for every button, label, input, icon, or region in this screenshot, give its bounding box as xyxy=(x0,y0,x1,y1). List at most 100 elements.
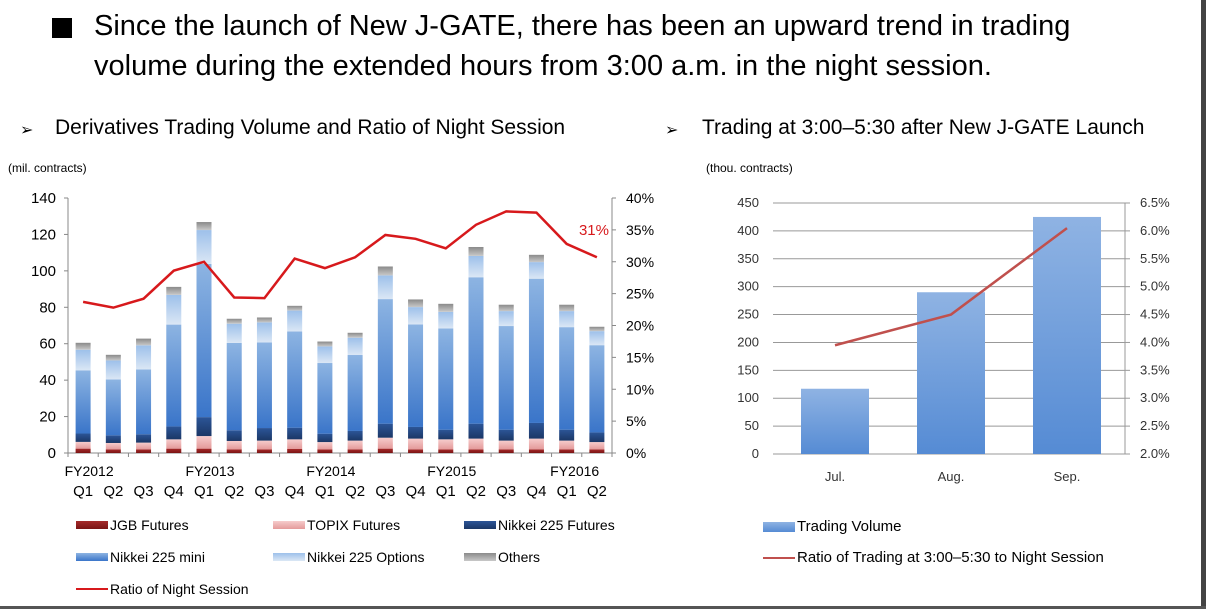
y-tick-label: 450 xyxy=(737,195,759,210)
x-tick-label: Q1 xyxy=(194,483,214,500)
y-tick-label: 0 xyxy=(48,445,56,462)
trading-volume-bar xyxy=(1033,216,1101,454)
legend-label: Nikkei 225 Futures xyxy=(498,517,615,533)
y-tick-label: 200 xyxy=(737,334,759,349)
x-tick-label: Q1 xyxy=(315,483,335,500)
bar-segment-others xyxy=(196,222,212,231)
legend-label: Nikkei 225 Options xyxy=(307,549,425,565)
slide-edge xyxy=(1201,0,1206,609)
legend-line-swatch xyxy=(76,588,108,590)
legend-swatch xyxy=(464,553,496,561)
bar-segment-nikkei-225-options xyxy=(136,345,152,370)
bar-segment-others xyxy=(136,338,152,346)
x-tick-label: Sep. xyxy=(1054,469,1081,484)
x-tick-label: Q3 xyxy=(254,483,274,500)
x-tick-label: Q4 xyxy=(526,483,546,500)
y2-tick-label: 40% xyxy=(626,190,654,206)
y2-tick-label: 2.5% xyxy=(1140,418,1170,433)
arrow-bullet-icon: ➢ xyxy=(20,122,34,139)
slide-edge xyxy=(0,606,1206,609)
y2-tick-label: 4.0% xyxy=(1140,334,1170,349)
bar-segment-nikkei-225-mini xyxy=(589,345,605,433)
bar-segment-others xyxy=(317,341,333,347)
y2-tick-label: 4.5% xyxy=(1140,307,1170,322)
bar-segment-nikkei-225-futures xyxy=(498,429,514,441)
bar-segment-topix-futures xyxy=(559,440,575,450)
bar-segment-nikkei-225-mini xyxy=(256,342,272,429)
bar-segment-jgb-futures xyxy=(317,449,333,453)
bar-segment-topix-futures xyxy=(256,440,272,450)
bar-segment-nikkei-225-futures xyxy=(256,428,272,441)
bar-segment-jgb-futures xyxy=(438,449,454,453)
y2-tick-label: 5% xyxy=(626,413,646,429)
bar-segment-nikkei-225-futures xyxy=(438,429,454,440)
legend-label: JGB Futures xyxy=(110,517,189,533)
right-chart-unit: (thou. contracts) xyxy=(706,161,793,175)
bar-segment-jgb-futures xyxy=(347,449,363,453)
bar-segment-topix-futures xyxy=(438,439,454,450)
legend-label: TOPIX Futures xyxy=(307,517,401,533)
bar-segment-jgb-futures xyxy=(256,449,272,453)
bar-segment-jgb-futures xyxy=(287,448,303,453)
x-tick-label: Q1 xyxy=(557,483,577,500)
y-tick-label: 350 xyxy=(737,251,759,266)
bar-segment-others xyxy=(408,299,424,308)
left-chart-unit: (mil. contracts) xyxy=(8,161,87,175)
bar-segment-nikkei-225-options xyxy=(559,311,575,328)
y2-tick-label: 5.5% xyxy=(1140,251,1170,266)
bar-segment-nikkei-225-options xyxy=(166,294,182,325)
legend-item-nikkei225-mini: Nikkei 225 mini xyxy=(76,549,205,565)
y2-tick-label: 30% xyxy=(626,254,654,270)
y-tick-label: 140 xyxy=(31,190,56,207)
bar-segment-topix-futures xyxy=(105,442,121,450)
legend-item-night-ratio: Ratio of Night Session xyxy=(76,581,249,597)
bar-segment-jgb-futures xyxy=(226,449,242,453)
fiscal-year-label: FY2013 xyxy=(185,463,234,479)
y2-tick-label: 10% xyxy=(626,381,654,397)
x-tick-label: Q4 xyxy=(285,483,305,500)
bar-segment-others xyxy=(377,266,393,276)
bar-segment-jgb-futures xyxy=(498,449,514,453)
bar-segment-nikkei-225-options xyxy=(468,255,484,278)
bar-segment-others xyxy=(256,317,272,323)
bar-segment-others xyxy=(226,318,242,324)
bar-segment-topix-futures xyxy=(498,440,514,450)
bar-segment-others xyxy=(105,354,121,361)
bar-segment-others xyxy=(528,254,544,263)
bar-segment-nikkei-225-mini xyxy=(498,326,514,430)
x-tick-label: Aug. xyxy=(938,469,965,484)
legend-swatch xyxy=(763,521,795,532)
slide-title-line-1: Since the launch of New J-GATE, there ha… xyxy=(94,10,1071,42)
x-tick-label: Q3 xyxy=(375,483,395,500)
bar-segment-nikkei-225-options xyxy=(589,331,605,346)
bar-segment-nikkei-225-futures xyxy=(347,430,363,441)
legend-item-ratio-trading: Ratio of Trading at 3:00–5:30 to Night S… xyxy=(763,549,1104,566)
y2-tick-label: 5.0% xyxy=(1140,279,1170,294)
bar-segment-topix-futures xyxy=(347,440,363,450)
bar-segment-nikkei-225-options xyxy=(377,275,393,300)
x-tick-label: Q1 xyxy=(73,483,93,500)
bar-segment-nikkei-225-options xyxy=(75,349,91,371)
x-tick-label: Q4 xyxy=(406,483,426,500)
y-tick-label: 100 xyxy=(31,263,56,280)
bar-segment-nikkei-225-options xyxy=(105,360,121,380)
bar-segment-nikkei-225-futures xyxy=(377,423,393,438)
bar-segment-topix-futures xyxy=(196,436,212,449)
bar-segment-nikkei-225-options xyxy=(408,307,424,325)
y-tick-label: 0 xyxy=(752,446,759,461)
legend-item-jgb-futures: JGB Futures xyxy=(76,517,189,533)
y2-tick-label: 2.0% xyxy=(1140,446,1170,461)
bar-segment-nikkei-225-options xyxy=(498,311,514,327)
x-tick-label: Q3 xyxy=(134,483,154,500)
y-tick-label: 300 xyxy=(737,279,759,294)
bar-segment-nikkei-225-options xyxy=(438,311,454,329)
bar-segment-nikkei-225-mini xyxy=(287,331,303,428)
bar-segment-jgb-futures xyxy=(528,449,544,453)
night-session-ratio-line xyxy=(82,210,598,309)
bar-segment-nikkei-225-futures xyxy=(75,433,91,442)
y2-tick-label: 15% xyxy=(626,349,654,365)
y2-tick-label: 3.5% xyxy=(1140,362,1170,377)
bar-segment-others xyxy=(498,304,514,312)
night-trading-chart: 0 50 100 150 200 250 300 350 400 450 2.0% 2.5% 3.0% 3… xyxy=(737,195,1170,484)
